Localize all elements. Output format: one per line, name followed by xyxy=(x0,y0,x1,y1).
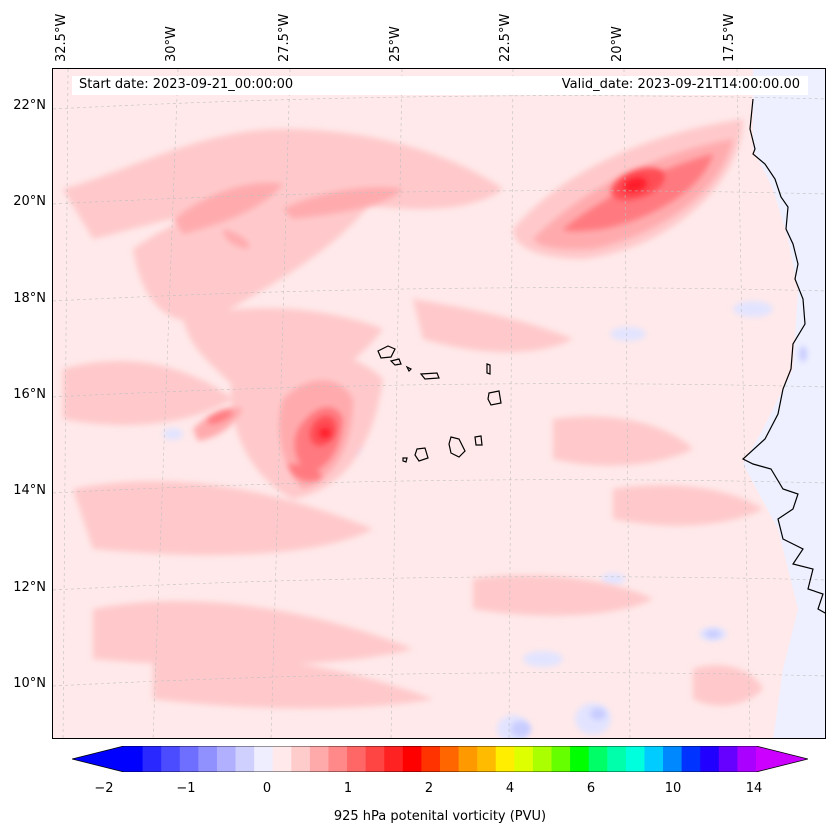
lon-label-27-5w: 27.5°W xyxy=(277,13,292,62)
colorbar-segment xyxy=(328,746,348,772)
negative-pv-patches xyxy=(163,301,773,738)
colorbar-segment xyxy=(718,746,738,772)
colorbar-segment xyxy=(309,746,329,772)
colorbar-segment xyxy=(161,746,181,772)
colorbar-tick-label-1: 1 xyxy=(343,781,353,796)
lat-label-18n: 18°N xyxy=(13,291,46,306)
colorbar-tick-label-neg2: −2 xyxy=(94,781,114,796)
colorbar-segment xyxy=(458,746,478,772)
lat-label-16n: 16°N xyxy=(13,387,46,402)
lon-label-20w: 20°W xyxy=(610,26,625,62)
colorbar-segment xyxy=(625,746,645,772)
colorbar-segment xyxy=(421,746,441,772)
colorbar-tick-label-10: 10 xyxy=(664,781,682,796)
cape-verde-islands xyxy=(377,345,502,463)
colorbar-segment xyxy=(384,746,404,772)
lat-label-20n: 20°N xyxy=(13,194,46,209)
lat-label-10n: 10°N xyxy=(13,676,46,691)
colorbar-segment xyxy=(495,746,515,772)
colorbar-under-extend xyxy=(72,746,124,772)
colorbar-segment xyxy=(179,746,199,772)
colorbar-tick-label-14: 14 xyxy=(745,781,763,796)
colorbar-segment xyxy=(663,746,683,772)
lon-label-30w: 30°W xyxy=(164,26,179,62)
date-info-bar: Start date: 2023-09-21_00:00:00 Valid_da… xyxy=(72,76,808,95)
colorbar-title: 925 hPa potenital vorticity (PVU) xyxy=(333,809,547,824)
colorbar-segment xyxy=(570,746,590,772)
lat-label-14n: 14°N xyxy=(13,483,46,498)
lon-label-22-5w: 22.5°W xyxy=(498,13,513,62)
coastline-africa xyxy=(741,98,825,614)
colorbar-segment xyxy=(737,746,757,772)
colorbar-segment xyxy=(216,746,237,772)
colorbar-tick-label-6: 6 xyxy=(586,781,596,796)
map-frame xyxy=(52,68,826,739)
colorbar-segment xyxy=(551,746,571,772)
colorbar-segment xyxy=(477,746,497,772)
pv-contour-map xyxy=(53,69,825,738)
colorbar-over-extend xyxy=(756,746,808,772)
colorbar-segment xyxy=(198,746,218,772)
colorbar-segment xyxy=(644,746,664,772)
colorbar xyxy=(72,746,808,772)
valid-date-label: Valid_date: 2023-09-21T14:00:00.00 xyxy=(561,77,800,92)
colorbar-tick-label-0: 0 xyxy=(262,781,272,796)
colorbar-segment xyxy=(142,746,162,772)
colorbar-segment xyxy=(607,746,627,772)
colorbar-segment xyxy=(440,746,460,772)
graticule xyxy=(53,69,825,738)
colorbar-segment xyxy=(124,746,144,772)
colorbar-segment xyxy=(514,746,534,772)
lon-label-17-5w: 17.5°W xyxy=(722,13,737,62)
start-date-label: Start date: 2023-09-21_00:00:00 xyxy=(79,77,294,92)
colorbar-segment xyxy=(365,746,385,772)
colorbar-segment xyxy=(700,746,720,772)
colorbar-segment xyxy=(402,746,422,772)
colorbar-segment xyxy=(235,746,255,772)
colorbar-segment xyxy=(532,746,553,772)
lon-label-32-5w: 32.5°W xyxy=(54,13,69,62)
lon-label-25w: 25°W xyxy=(388,26,403,62)
lat-label-12n: 12°N xyxy=(13,580,46,595)
colorbar-segment xyxy=(681,746,701,772)
colorbar-segment xyxy=(588,746,608,772)
colorbar-tick-label-2: 2 xyxy=(424,781,434,796)
colorbar-tick-label-4: 4 xyxy=(505,781,515,796)
lat-label-22n: 22°N xyxy=(13,98,46,113)
land-africa xyxy=(743,69,825,738)
colorbar-segment xyxy=(347,746,367,772)
colorbar-segment xyxy=(272,746,292,772)
colorbar-segment xyxy=(254,746,274,772)
colorbar-segment xyxy=(291,746,311,772)
colorbar-tick-label-neg1: −1 xyxy=(176,781,196,796)
